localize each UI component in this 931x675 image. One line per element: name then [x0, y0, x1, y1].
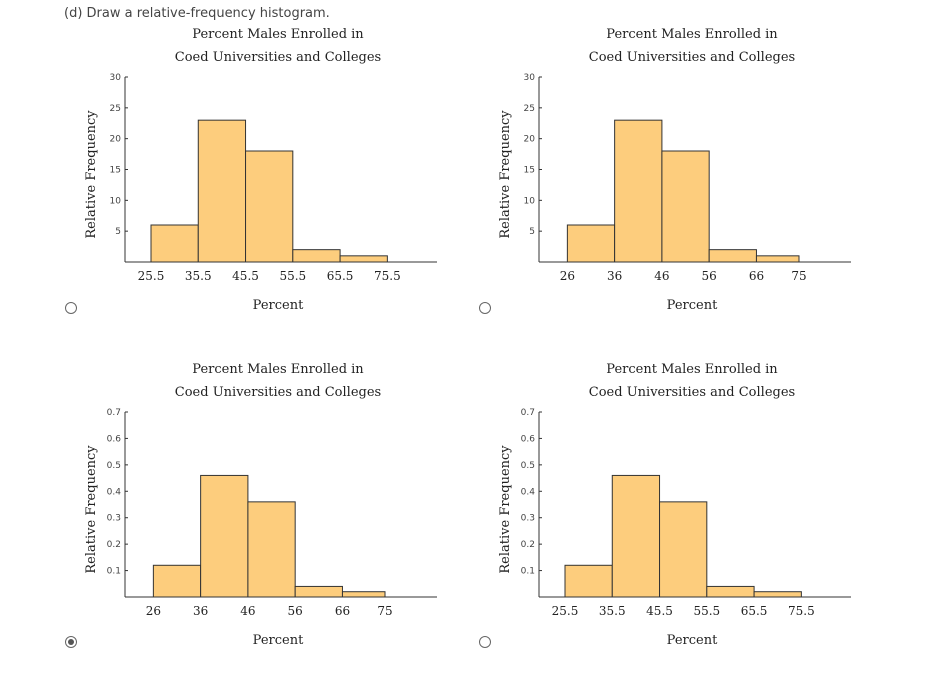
y-tick-label: 10: [110, 196, 122, 206]
x-tick-label: 26: [146, 604, 161, 618]
y-axis-label: Relative Frequency: [498, 445, 513, 574]
histogram-option-b: Percent Males Enrolled in Coed Universiti…: [484, 20, 864, 340]
y-tick-label: 0.7: [107, 408, 121, 418]
x-tick-label: 75.5: [788, 604, 815, 618]
x-tick-label: 35.5: [185, 269, 212, 283]
y-tick-label: 0.1: [107, 567, 121, 577]
histogram-bar: [150, 224, 199, 263]
x-tick-label: 36: [193, 604, 208, 618]
y-tick-label: 0.3: [521, 514, 535, 524]
x-tick-label: 56: [288, 604, 303, 618]
x-tick-label: 46: [654, 269, 669, 283]
histogram-bar: [753, 591, 802, 598]
histogram-bar: [755, 255, 800, 263]
histogram-bar: [294, 585, 343, 598]
chart-title-line: Coed Universities and Colleges: [589, 50, 795, 65]
histogram-bar: [341, 591, 386, 598]
x-tick-label: 45.5: [646, 604, 673, 618]
histogram-bar: [200, 474, 249, 598]
histogram-svg: Percent Males Enrolled in Coed Universiti…: [498, 27, 851, 313]
histogram-bar: [247, 501, 296, 598]
y-tick-label: 5: [115, 227, 121, 237]
x-tick-label: 46: [240, 604, 255, 618]
x-tick-label: 26: [560, 269, 575, 283]
histogram-bar: [611, 474, 661, 598]
x-tick-label: 75.5: [374, 269, 401, 283]
x-tick-label: 35.5: [599, 604, 626, 618]
y-tick-label: 0.2: [521, 540, 535, 550]
radio-option-d[interactable]: [479, 636, 491, 648]
y-axis-label: Relative Frequency: [84, 445, 99, 574]
y-tick-label: 0.5: [521, 461, 535, 471]
y-tick-label: 15: [110, 166, 121, 176]
histogram-svg: Percent Males Enrolled in Coed Universiti…: [498, 362, 851, 648]
y-tick-label: 15: [524, 166, 535, 176]
radio-option-b[interactable]: [479, 302, 491, 314]
x-tick-label: 65.5: [327, 269, 354, 283]
y-tick-label: 0.4: [521, 487, 536, 497]
y-tick-label: 0.4: [107, 487, 122, 497]
histogram-bar: [564, 564, 613, 598]
y-tick-label: 25: [110, 104, 121, 114]
x-tick-label: 66: [749, 269, 764, 283]
x-axis-label: Percent: [667, 298, 718, 313]
y-tick-label: 0.1: [521, 567, 535, 577]
x-tick-label: 75: [791, 269, 806, 283]
y-tick-label: 20: [524, 135, 536, 145]
chart-title-line: Percent Males Enrolled in: [192, 27, 364, 42]
histogram-bar: [152, 564, 202, 598]
x-axis-label: Percent: [253, 298, 304, 313]
x-tick-label: 75: [377, 604, 392, 618]
y-axis-label: Relative Frequency: [498, 110, 513, 239]
y-tick-label: 0.3: [107, 514, 121, 524]
histogram-bar: [706, 585, 755, 598]
y-tick-label: 0.6: [521, 434, 536, 444]
y-tick-label: 30: [110, 73, 122, 83]
histogram-option-d: Percent Males Enrolled in Coed Universiti…: [484, 355, 864, 675]
y-axis-label: Relative Frequency: [84, 110, 99, 239]
histogram-bar: [292, 249, 341, 263]
chart-title-line: Coed Universities and Colleges: [589, 385, 795, 400]
x-tick-label: 56: [702, 269, 717, 283]
x-tick-label: 55.5: [693, 604, 720, 618]
y-tick-label: 0.5: [107, 461, 121, 471]
histogram-bar: [197, 119, 247, 263]
x-tick-label: 25.5: [552, 604, 579, 618]
chart-title-line: Percent Males Enrolled in: [606, 27, 778, 42]
histogram-bar: [661, 150, 710, 263]
y-tick-label: 0.7: [521, 408, 535, 418]
x-tick-label: 25.5: [138, 269, 165, 283]
y-tick-label: 30: [524, 73, 536, 83]
x-tick-label: 55.5: [279, 269, 306, 283]
histogram-option-a: Percent Males Enrolled in Coed Universiti…: [70, 20, 450, 340]
x-tick-label: 66: [335, 604, 350, 618]
histogram-bar: [708, 249, 757, 263]
x-tick-label: 45.5: [232, 269, 259, 283]
x-axis-label: Percent: [253, 633, 304, 648]
chart-title-line: Coed Universities and Colleges: [175, 50, 381, 65]
x-tick-label: 65.5: [741, 604, 768, 618]
radio-option-a[interactable]: [65, 302, 77, 314]
chart-title-line: Coed Universities and Colleges: [175, 385, 381, 400]
histogram-bar: [566, 224, 616, 263]
chart-title-line: Percent Males Enrolled in: [192, 362, 364, 377]
histogram-bar: [339, 255, 388, 263]
y-tick-label: 5: [529, 227, 535, 237]
y-tick-label: 10: [524, 196, 536, 206]
histogram-svg: Percent Males Enrolled in Coed Universiti…: [84, 27, 437, 313]
histogram-svg: Percent Males Enrolled in Coed Universiti…: [84, 362, 437, 648]
chart-title-line: Percent Males Enrolled in: [606, 362, 778, 377]
y-tick-label: 0.6: [107, 434, 122, 444]
question-text: (d) Draw a relative-frequency histogram.: [64, 6, 330, 21]
x-tick-label: 36: [607, 269, 622, 283]
y-tick-label: 0.2: [107, 540, 121, 550]
histogram-option-c: Percent Males Enrolled in Coed Universiti…: [70, 355, 450, 675]
y-tick-label: 20: [110, 135, 122, 145]
x-axis-label: Percent: [667, 633, 718, 648]
y-tick-label: 25: [524, 104, 535, 114]
histogram-bar: [659, 501, 708, 598]
radio-option-c[interactable]: [65, 636, 77, 648]
histogram-bar: [614, 119, 663, 263]
histogram-bar: [245, 150, 294, 263]
